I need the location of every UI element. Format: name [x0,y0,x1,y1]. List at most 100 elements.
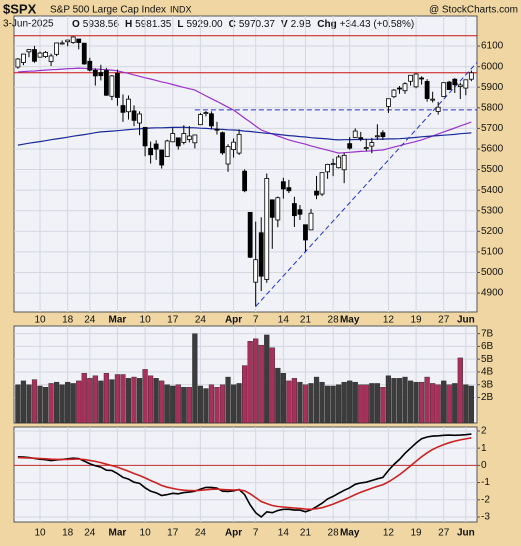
quote-value: +34.43 (+0.58%) [340,19,415,30]
candle-body [402,83,408,92]
candle-body [441,82,447,97]
candle-body [413,73,419,88]
volume-bar [302,384,309,424]
candle-body [126,98,131,113]
y-tick-label: 5100 [481,247,504,258]
y-tick-label: 6000 [481,61,504,72]
volume-bar [336,384,342,424]
candle-body [347,143,353,149]
x-tick-label: Jun [457,528,475,539]
volume-bar [468,385,474,424]
candle-body [37,52,43,58]
candle-body [264,178,270,280]
candle-body [297,209,303,215]
line-series [17,437,472,511]
candle-body [142,126,148,147]
x-tick-label: Mar [109,528,127,539]
candle-body [103,70,109,96]
candle-body [87,60,93,71]
volume-bar [37,385,43,424]
y-tick-label: 5900 [481,82,504,93]
candle-body [175,137,181,147]
candle-body [48,55,54,62]
y-tick-label: 4B [481,367,494,378]
y-tick-label: 6B [481,341,494,352]
candle-body [26,49,32,53]
candle-body [59,42,65,45]
volume-bar [98,380,104,424]
volume-bar [114,374,121,424]
candle-body [115,72,120,98]
volume-bar [269,347,275,424]
candle-body [303,224,308,241]
candle-body [336,156,342,169]
volume-bar [236,383,242,424]
volume-bar [214,387,220,424]
volume-bar [463,384,469,424]
candle-body [70,36,76,43]
volume-bar [103,373,109,424]
line-series [17,67,472,154]
candle-body [43,52,48,57]
y-tick-label: 2B [481,392,494,403]
quote-label: V [281,19,288,30]
y-tick-label: 5300 [481,205,504,216]
volume-bar [148,375,154,424]
volume-bar [31,379,38,424]
volume-bar [247,341,253,424]
volume-bar [341,381,347,424]
volume-bar [430,383,436,424]
volume-bar [175,384,181,424]
date: 3-Jun-2025 [3,19,54,30]
volume-bar [258,344,264,424]
candle-body [330,163,336,165]
candle-body [430,98,436,101]
x-tick-label: 17 [167,315,179,326]
volume-bar [446,384,452,424]
candle-body [76,38,82,43]
y-tick-label: 5700 [481,123,504,134]
volume-bar [380,387,386,424]
candle-body [380,132,386,138]
candle-body [181,133,187,143]
volume-bar [109,379,115,424]
x-tick-label: 24 [195,315,207,326]
candle-body [247,211,253,258]
candle-body [280,181,286,190]
candle-body [363,147,369,149]
x-tick-label: 24 [195,528,207,539]
volume-bar [385,375,392,424]
x-tick-label: 18 [62,315,74,326]
volume-bar [48,383,54,424]
volume-bar [424,376,430,424]
candle-body [391,89,397,98]
subtitle: S&P 500 Large Cap Index [50,5,166,16]
y-tick-label: 5B [481,354,494,365]
x-tick-label: 12 [383,528,395,539]
candle-body [352,130,358,138]
candle-body [468,72,474,80]
candle-body [369,142,375,147]
candle-body [214,128,220,131]
volume-bar [153,378,159,424]
x-tick-label: 10 [34,528,46,539]
candle-body [131,110,137,121]
volume-bar [170,385,176,424]
volume-bar [253,338,259,424]
x-tick-label: May [340,528,360,539]
volume-bar [313,376,320,424]
x-tick-label: Mar [109,315,127,326]
candle-body [457,84,463,88]
volume-bar [280,373,286,424]
candle-body [81,42,87,65]
volume-bar [391,378,397,424]
volume-bar [308,383,314,424]
candle-body [186,135,192,140]
candle-body [109,75,115,97]
x-tick-label: 27 [438,528,450,539]
candle-body [92,69,98,77]
candle-body [291,203,297,217]
candle-body [220,132,225,154]
volume-bar [219,384,226,424]
candle-body [258,232,264,277]
